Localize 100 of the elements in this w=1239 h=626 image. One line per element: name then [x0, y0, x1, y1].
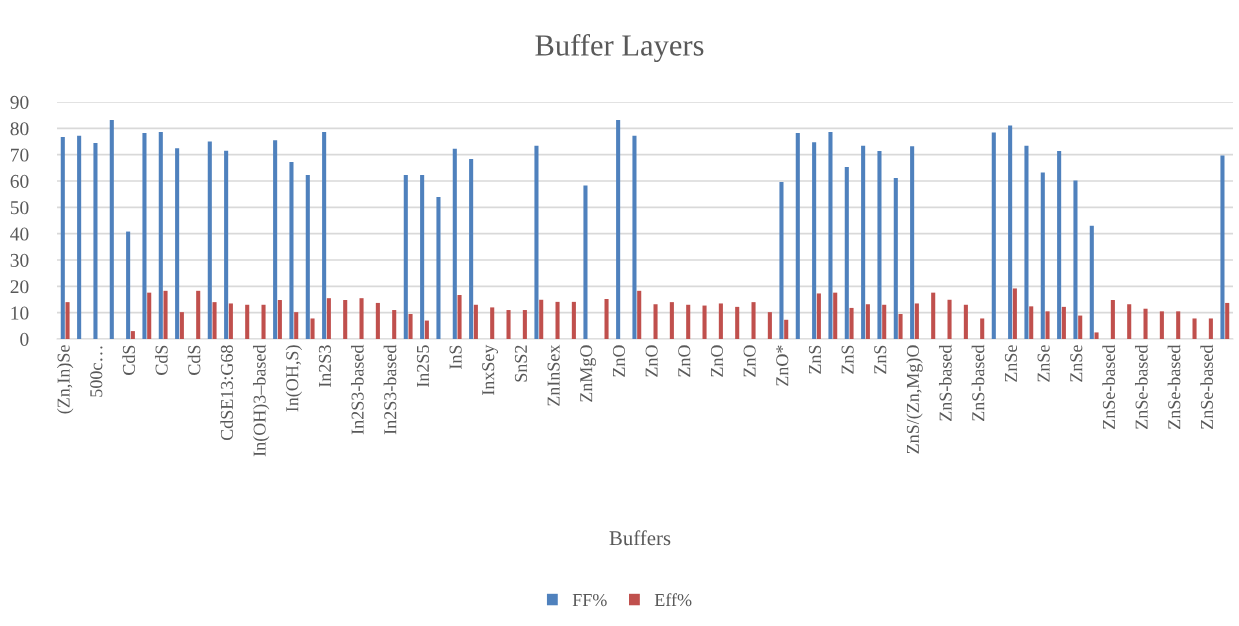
- x-tick-label: 500c…: [90, 346, 103, 397]
- bar: [490, 307, 495, 339]
- bar: [849, 307, 854, 339]
- bar: [224, 150, 229, 339]
- y-tick-label: 20: [10, 280, 29, 294]
- bar: [779, 182, 784, 339]
- bar: [980, 318, 985, 339]
- legend-label: Eff%: [654, 593, 692, 607]
- bar: [833, 292, 838, 339]
- bar: [310, 318, 315, 339]
- y-tick-label: 90: [10, 95, 29, 109]
- bar: [1159, 311, 1164, 339]
- x-tick-label: ZnInSex: [547, 344, 560, 406]
- bar: [126, 231, 131, 339]
- x-tick-label: ZnO: [678, 345, 691, 377]
- x-tick-label: In2S5: [416, 345, 430, 388]
- y-tick-label: 0: [20, 332, 29, 346]
- bar: [142, 133, 147, 339]
- bar: [604, 298, 609, 339]
- bar: [294, 312, 299, 339]
- bar: [245, 304, 250, 339]
- bar: [424, 320, 429, 339]
- bar: [1143, 308, 1148, 339]
- bar: [828, 132, 833, 339]
- x-tick-label: InxSey: [482, 344, 499, 396]
- bar: [583, 185, 588, 339]
- bar: [1057, 150, 1062, 339]
- bar: [1208, 318, 1213, 339]
- x-tick-label: ZnS-based: [938, 344, 952, 421]
- bar: [130, 331, 135, 339]
- x-tick-label: ZnS: [874, 345, 887, 374]
- bar: [175, 148, 180, 339]
- bar: [522, 310, 527, 339]
- x-tick-label: In(OH)3–based: [252, 344, 270, 457]
- bar: [322, 132, 327, 339]
- bar: [910, 146, 915, 339]
- bar: [196, 290, 201, 339]
- bar: [1012, 288, 1017, 339]
- bar: [359, 298, 364, 339]
- x-tick-label: (Zn,In)Se: [56, 345, 74, 414]
- bar: [865, 304, 870, 339]
- x-tick-label: ZnO*: [776, 345, 789, 386]
- x-tick-label: ZnS: [841, 345, 854, 374]
- x-tick-label: In2S3-based: [350, 344, 364, 435]
- bar: [632, 135, 637, 339]
- bar: [109, 119, 114, 339]
- x-tick-label: ZnSe-based: [1102, 344, 1116, 429]
- bar: [469, 158, 474, 339]
- bar: [1176, 311, 1181, 339]
- x-tick-label: CdS: [122, 345, 136, 375]
- x-tick-label: ZnS: [808, 345, 822, 374]
- bar: [326, 298, 331, 339]
- x-tick-label: ZnS-based: [971, 344, 985, 421]
- bar: [375, 302, 380, 339]
- bar: [555, 301, 560, 339]
- bar: [718, 303, 723, 339]
- x-tick-label: ZnSe: [1004, 345, 1018, 382]
- bar: [403, 174, 408, 339]
- bar: [735, 306, 740, 339]
- bar: [898, 313, 903, 339]
- bar: [93, 143, 98, 339]
- x-tick-label: ZnO: [710, 345, 724, 377]
- bar: [1225, 302, 1230, 339]
- bar: [751, 302, 756, 339]
- bar: [1110, 300, 1115, 339]
- x-tick-label: In2S3-based: [383, 344, 397, 435]
- bar: [686, 304, 691, 339]
- bar: [343, 300, 348, 339]
- bar: [861, 145, 866, 339]
- bar: [991, 132, 996, 339]
- x-tick-label: CdSE13:G68: [220, 345, 234, 441]
- x-tick-label: ZnSe-based: [1134, 344, 1148, 429]
- bar: [1127, 304, 1132, 339]
- bar: [844, 167, 849, 339]
- chart-title: Buffer Layers: [535, 33, 704, 63]
- bar: [1078, 315, 1083, 339]
- x-tick-label: ZnSe: [1070, 345, 1083, 382]
- x-tick-label: ZnSe: [1037, 345, 1050, 382]
- bar: [893, 178, 898, 339]
- bar: [420, 174, 425, 339]
- x-tick-label: SnS2: [514, 345, 528, 382]
- bar: [1040, 172, 1045, 339]
- bar: [289, 162, 294, 339]
- x-tick-label: ZnO: [645, 345, 658, 377]
- bar: [637, 290, 642, 339]
- bar: [571, 301, 576, 339]
- bar: [305, 174, 310, 339]
- x-tick-label: InS: [449, 345, 462, 369]
- bar: [147, 292, 152, 339]
- x-tick-label: CdS: [187, 345, 201, 375]
- x-tick-label: CdS: [154, 345, 168, 375]
- bar: [179, 312, 184, 339]
- bar: [767, 312, 772, 339]
- y-tick-label: 80: [10, 122, 29, 136]
- y-tick-label: 10: [11, 306, 29, 320]
- x-tick-label: ZnSe-based: [1167, 344, 1181, 429]
- bar: [506, 310, 511, 339]
- bar: [158, 132, 163, 339]
- bar: [457, 295, 462, 339]
- bar: [1089, 225, 1094, 339]
